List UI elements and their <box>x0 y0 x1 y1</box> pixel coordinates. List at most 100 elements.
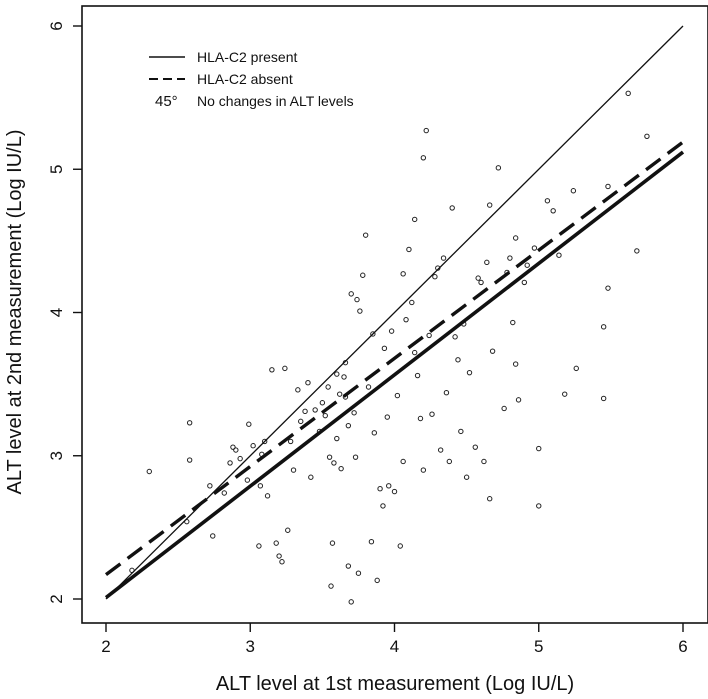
data-point <box>544 198 551 204</box>
data-point <box>334 371 340 377</box>
data-point <box>556 252 562 258</box>
fit-lines <box>104 25 685 600</box>
data-point <box>605 183 611 190</box>
data-point <box>334 435 340 442</box>
data-point <box>472 444 478 450</box>
data-point <box>394 392 401 399</box>
x-tick-label: 3 <box>246 637 255 656</box>
data-point <box>302 408 308 415</box>
data-point <box>463 474 470 480</box>
data-point <box>368 539 375 545</box>
data-point <box>354 296 360 303</box>
data-point <box>414 372 421 379</box>
data-point <box>269 367 275 373</box>
y-axis-title: ALT level at 2nd measurement (Log IU/L) <box>4 130 26 495</box>
legend-label-absent: HLA-C2 absent <box>197 71 293 87</box>
data-point <box>237 455 243 462</box>
x-tick-labels: 2 3 4 5 6 <box>101 637 687 656</box>
data-point <box>221 490 227 496</box>
data-point <box>426 332 432 339</box>
data-point <box>446 458 453 465</box>
data-point <box>146 468 152 475</box>
data-point <box>524 262 530 268</box>
data-point <box>322 412 328 419</box>
data-point <box>600 395 607 402</box>
data-point <box>550 208 556 214</box>
data-point <box>420 155 427 161</box>
data-point <box>257 483 264 489</box>
data-point <box>489 348 496 354</box>
legend: HLA-C2 present HLA-C2 absent 45° No chan… <box>149 49 354 110</box>
data-point <box>484 259 490 266</box>
data-point <box>531 245 538 251</box>
data-point <box>570 188 577 194</box>
data-point <box>355 570 362 576</box>
data-point <box>515 397 522 403</box>
data-point <box>227 460 233 466</box>
data-point <box>186 457 193 463</box>
data-point <box>345 563 352 569</box>
data-point <box>600 324 607 330</box>
data-point <box>562 391 568 397</box>
data-point <box>360 272 366 278</box>
data-point <box>411 349 418 356</box>
data-point <box>388 328 395 334</box>
data-point <box>282 365 288 372</box>
y-tick-label: 3 <box>47 451 66 460</box>
data-point <box>264 493 271 499</box>
data-point <box>634 248 640 254</box>
data-point <box>285 527 291 533</box>
data-point <box>345 422 352 429</box>
data-point <box>487 202 493 208</box>
y-tick-label: 4 <box>47 308 66 317</box>
data-point <box>186 420 193 426</box>
data-point <box>308 474 314 480</box>
data-point <box>287 438 294 445</box>
data-point <box>348 599 354 605</box>
hla-c2-absent-line <box>104 140 685 577</box>
data-point <box>481 458 487 465</box>
data-point <box>210 533 216 539</box>
data-point <box>273 540 279 546</box>
data-point <box>326 454 333 460</box>
data-point <box>351 410 357 416</box>
y-tick-label: 2 <box>47 594 66 603</box>
y-tick-label: 5 <box>47 165 66 174</box>
data-point <box>336 391 343 397</box>
data-point <box>319 400 326 406</box>
y-tick-labels: 2 3 4 5 6 <box>47 21 66 603</box>
data-point <box>406 246 412 253</box>
data-point <box>370 331 376 337</box>
data-point <box>207 483 213 489</box>
data-point <box>423 127 429 134</box>
data-point <box>400 271 406 277</box>
data-point <box>521 279 528 286</box>
data-point <box>352 454 359 460</box>
data-point <box>295 387 301 393</box>
data-point <box>466 369 473 376</box>
data-point <box>507 255 513 261</box>
data-point <box>420 467 427 473</box>
x-tick-label: 4 <box>390 637 399 656</box>
data-point <box>328 583 334 589</box>
data-point <box>605 285 611 291</box>
data-point <box>371 430 378 436</box>
data-point <box>290 467 297 473</box>
data-point <box>377 485 383 492</box>
data-point <box>432 273 438 280</box>
data-point <box>312 407 318 413</box>
data-point <box>246 421 252 427</box>
data-point <box>458 428 464 435</box>
data-point <box>331 460 337 466</box>
data-point <box>230 444 236 450</box>
data-point <box>244 477 251 483</box>
data-point <box>305 379 311 386</box>
data-point <box>475 275 481 281</box>
data-point <box>329 540 336 546</box>
data-point <box>536 503 542 509</box>
data-point <box>256 543 262 549</box>
no-change-45-line <box>105 25 684 600</box>
legend-45-degree-symbol: 45° <box>155 93 178 110</box>
data-point <box>429 411 435 417</box>
